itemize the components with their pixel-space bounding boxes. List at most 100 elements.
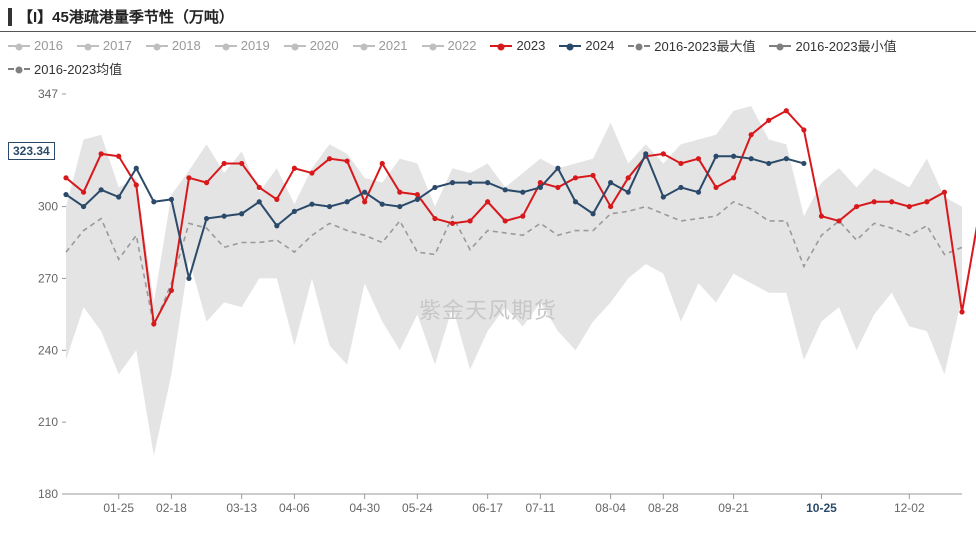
series-2024-marker (678, 185, 683, 190)
ytick-label: 347 (38, 87, 58, 101)
series-2024-marker (713, 154, 718, 159)
series-2024-marker (292, 209, 297, 214)
series-2024-marker (257, 199, 262, 204)
series-2023-marker (749, 132, 754, 137)
xtick-label: 09-21 (718, 501, 749, 515)
legend-line (628, 45, 650, 47)
series-2024-marker (696, 190, 701, 195)
legend-dot (360, 43, 367, 50)
series-2024-marker (309, 202, 314, 207)
series-2024-marker (169, 197, 174, 202)
series-2023-marker (397, 190, 402, 195)
title-marker (8, 8, 12, 26)
series-2023-marker (415, 192, 420, 197)
series-2023-marker (889, 199, 894, 204)
legend-item-2017[interactable]: 2017 (77, 38, 132, 53)
legend-item-2016-2023最小值[interactable]: 2016-2023最小值 (769, 36, 896, 55)
series-2024-marker (731, 154, 736, 159)
legend-label: 2016-2023最小值 (795, 36, 896, 55)
series-2023-marker (204, 180, 209, 185)
series-2023-marker (784, 108, 789, 113)
series-2024-marker (134, 166, 139, 171)
series-2023-marker (907, 204, 912, 209)
ytick-label: 240 (38, 343, 58, 357)
legend-dot (636, 43, 643, 50)
series-2024-marker (116, 194, 121, 199)
legend-item-2016-2023最大值[interactable]: 2016-2023最大值 (628, 36, 755, 55)
legend-line (422, 45, 444, 47)
series-2023-marker (63, 175, 68, 180)
series-2023-marker (661, 151, 666, 156)
series-2023-marker (678, 161, 683, 166)
series-2023-marker (854, 204, 859, 209)
legend-item-2022[interactable]: 2022 (422, 38, 477, 53)
legend-label: 2021 (379, 38, 408, 53)
legend-dot (16, 66, 23, 73)
legend-line (490, 45, 512, 47)
series-2024-marker (362, 190, 367, 195)
legend-line (353, 45, 375, 47)
ytick-label: 180 (38, 487, 58, 501)
series-2024-marker (590, 211, 595, 216)
series-2023-marker (520, 214, 525, 219)
y-badge: 323.34 (8, 142, 55, 160)
series-2024-marker (661, 194, 666, 199)
legend-dot (567, 43, 574, 50)
series-2023-marker (924, 199, 929, 204)
series-2024-marker (81, 204, 86, 209)
legend-item-2018[interactable]: 2018 (146, 38, 201, 53)
range-band (66, 106, 962, 456)
series-2024-marker (520, 190, 525, 195)
series-2023-marker (151, 321, 156, 326)
series-2024-marker (222, 214, 227, 219)
series-2024-marker (608, 180, 613, 185)
xtick-label: 01-25 (103, 501, 134, 515)
series-2024-marker (643, 151, 648, 156)
series-2023-marker (836, 218, 841, 223)
xtick-label: 04-30 (349, 501, 380, 515)
chart-title: 【I】45港疏港量季节性（万吨） (18, 6, 234, 27)
legend-label: 2017 (103, 38, 132, 53)
series-2023-marker (380, 161, 385, 166)
series-2024-marker (397, 204, 402, 209)
xtick-label: 08-28 (648, 501, 679, 515)
series-2023-marker (99, 151, 104, 156)
series-2024-marker (801, 161, 806, 166)
series-2023-marker (608, 204, 613, 209)
series-2023-marker (327, 156, 332, 161)
legend-item-2021[interactable]: 2021 (353, 38, 408, 53)
series-2024-marker (467, 180, 472, 185)
series-2023-marker (116, 154, 121, 159)
series-2024-marker (327, 204, 332, 209)
ytick-label: 300 (38, 200, 58, 214)
legend-label: 2016-2023均值 (34, 59, 122, 78)
legend-label: 2016-2023最大值 (654, 36, 755, 55)
series-2023-marker (819, 214, 824, 219)
series-2023-marker (309, 170, 314, 175)
series-2023-marker (169, 288, 174, 293)
ytick-label: 210 (38, 415, 58, 429)
series-2024-marker (626, 190, 631, 195)
xtick-label: 10-25 (806, 501, 837, 515)
series-2023-marker (81, 190, 86, 195)
series-2023-marker (872, 199, 877, 204)
legend-label: 2023 (516, 38, 545, 53)
legend-item-2016[interactable]: 2016 (8, 38, 63, 53)
series-2024-marker (503, 187, 508, 192)
legend-item-2024[interactable]: 2024 (559, 38, 614, 53)
series-2024-marker (99, 187, 104, 192)
legend-item-2019[interactable]: 2019 (215, 38, 270, 53)
series-2023-marker (503, 218, 508, 223)
legend-line (77, 45, 99, 47)
legend-item-2020[interactable]: 2020 (284, 38, 339, 53)
xtick-label: 08-04 (595, 501, 626, 515)
legend-dot (777, 43, 784, 50)
series-2023-marker (696, 156, 701, 161)
legend-item-2016-2023均值[interactable]: 2016-2023均值 (8, 59, 122, 78)
series-2023-marker (362, 199, 367, 204)
legend-dot (16, 43, 23, 50)
legend-dot (153, 43, 160, 50)
legend-item-2023[interactable]: 2023 (490, 38, 545, 53)
legend-label: 2020 (310, 38, 339, 53)
series-2024-marker (239, 211, 244, 216)
